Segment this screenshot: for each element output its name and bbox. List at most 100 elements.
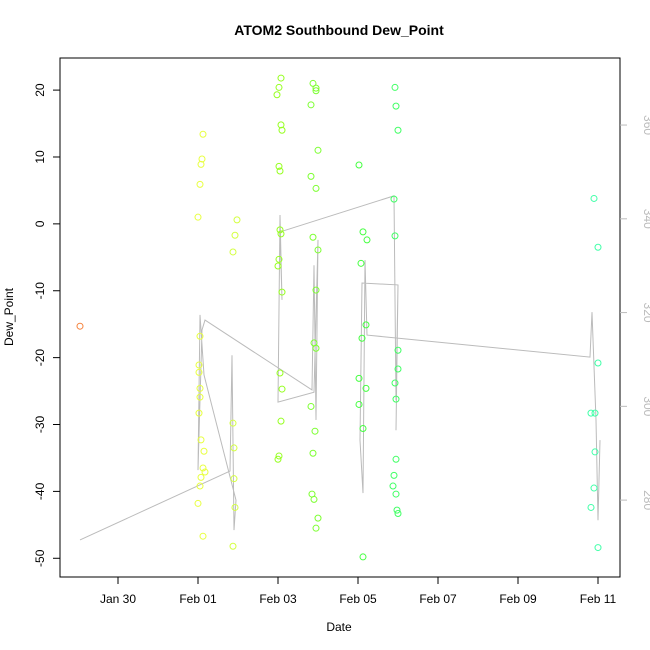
point xyxy=(233,216,241,224)
point xyxy=(230,444,238,452)
point xyxy=(277,121,285,129)
point xyxy=(198,155,206,163)
point xyxy=(591,409,599,417)
y-tick-label: -40 xyxy=(33,482,47,500)
point xyxy=(277,230,285,238)
point xyxy=(312,286,320,294)
y-tick-label: 20 xyxy=(33,83,47,97)
point xyxy=(307,402,315,410)
x-tick-label: Jan 30 xyxy=(100,592,136,606)
point xyxy=(587,503,595,511)
point xyxy=(200,447,208,455)
point xyxy=(594,544,602,552)
point xyxy=(594,359,602,367)
point xyxy=(195,409,203,417)
x-tick-label: Feb 09 xyxy=(499,592,537,606)
x-axis-label: Date xyxy=(326,620,352,634)
point xyxy=(594,243,602,251)
point xyxy=(355,161,363,169)
point xyxy=(197,160,205,168)
point xyxy=(199,130,207,138)
point xyxy=(230,475,238,483)
point xyxy=(276,167,284,175)
point xyxy=(314,146,322,154)
point xyxy=(76,322,84,330)
point xyxy=(196,393,204,401)
point xyxy=(307,172,315,180)
point xyxy=(201,468,209,476)
point xyxy=(358,334,366,342)
point xyxy=(196,180,204,188)
y2-tick-label: 360 xyxy=(641,115,650,135)
point xyxy=(394,509,402,517)
point xyxy=(390,471,398,479)
point xyxy=(591,448,599,456)
point xyxy=(195,361,203,369)
x-tick-label: Feb 01 xyxy=(179,592,217,606)
point xyxy=(391,232,399,240)
y-axis-label: Dew_Point xyxy=(2,287,16,346)
point xyxy=(312,84,320,92)
point xyxy=(196,384,204,392)
x-tick-label: Feb 07 xyxy=(419,592,457,606)
point xyxy=(394,126,402,134)
chart-title: ATOM2 Southbound Dew_Point xyxy=(234,22,444,38)
point xyxy=(278,288,286,296)
point xyxy=(590,484,598,492)
point xyxy=(309,233,317,241)
point xyxy=(362,321,370,329)
y2-tick-label: 320 xyxy=(641,303,650,323)
x-tick-label: Feb 03 xyxy=(259,592,297,606)
point xyxy=(392,102,400,110)
point xyxy=(276,369,284,377)
point xyxy=(310,495,318,503)
point xyxy=(275,452,283,460)
point xyxy=(389,482,397,490)
point xyxy=(278,126,286,134)
point xyxy=(312,524,320,532)
point xyxy=(275,83,283,91)
plot-frame xyxy=(59,57,621,578)
x-tick-label: Feb 05 xyxy=(339,592,377,606)
point xyxy=(355,400,363,408)
point xyxy=(231,231,239,239)
point xyxy=(362,384,370,392)
point xyxy=(199,464,207,472)
point xyxy=(312,87,320,95)
point xyxy=(277,417,285,425)
point xyxy=(312,184,320,192)
y2-tick-label: 340 xyxy=(641,209,650,229)
point xyxy=(197,473,205,481)
y-tick-label: 10 xyxy=(33,150,47,164)
point xyxy=(229,419,237,427)
point xyxy=(307,101,315,109)
point xyxy=(394,346,402,354)
point xyxy=(312,344,320,352)
point xyxy=(274,262,282,270)
point xyxy=(229,542,237,550)
point xyxy=(194,213,202,221)
point xyxy=(199,532,207,540)
point xyxy=(196,332,204,340)
point xyxy=(275,255,283,263)
point xyxy=(359,553,367,561)
point xyxy=(309,449,317,457)
point xyxy=(359,228,367,236)
y2-tick-label: 280 xyxy=(641,490,650,510)
point xyxy=(273,91,281,99)
point xyxy=(231,503,239,511)
point xyxy=(392,455,400,463)
point xyxy=(314,246,322,254)
y-tick-label: -50 xyxy=(33,549,47,567)
point xyxy=(194,499,202,507)
y-tick-label: -20 xyxy=(33,349,47,367)
point xyxy=(196,482,204,490)
point xyxy=(311,427,319,435)
point xyxy=(393,506,401,514)
y-tick-label: -10 xyxy=(33,282,47,300)
x-tick-label: Feb 11 xyxy=(580,592,617,606)
y-tick-label: -30 xyxy=(33,416,47,434)
point xyxy=(390,195,398,203)
